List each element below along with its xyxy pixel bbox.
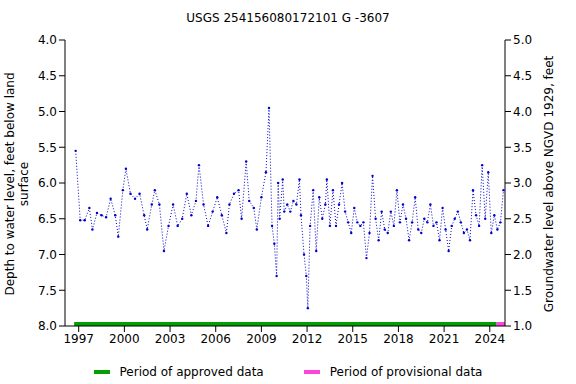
svg-text:2.5: 2.5 [513, 212, 532, 226]
svg-text:3.0: 3.0 [513, 176, 532, 190]
svg-text:2021: 2021 [429, 332, 460, 346]
svg-text:5.0: 5.0 [513, 33, 532, 47]
svg-text:8.0: 8.0 [38, 319, 57, 333]
svg-text:2009: 2009 [246, 332, 277, 346]
svg-text:2024: 2024 [475, 332, 506, 346]
svg-text:4.0: 4.0 [513, 105, 532, 119]
html-text:Period of provisional data: Period of provisional data [329, 365, 483, 379]
svg-text:2015: 2015 [337, 332, 368, 346]
svg-text:1.5: 1.5 [513, 284, 532, 298]
html-text:Depth to water level, feet bel: Depth to water level, feet below land su… [3, 72, 31, 296]
svg-text:2018: 2018 [383, 332, 414, 346]
svg-text:2.0: 2.0 [513, 248, 532, 262]
svg-text:1.0: 1.0 [513, 319, 532, 333]
svg-text:3.5: 3.5 [513, 141, 532, 155]
html-text:Groundwater level above NGVD 1: Groundwater level above NGVD 1929, feet [542, 55, 556, 313]
svg-text:4.5: 4.5 [38, 69, 57, 83]
svg-text:4.0: 4.0 [38, 33, 57, 47]
svg-text:1997: 1997 [63, 332, 94, 346]
svg-text:5.0: 5.0 [38, 105, 57, 119]
svg-text:2003: 2003 [155, 332, 186, 346]
svg-text:5.5: 5.5 [38, 141, 57, 155]
svg-text:4.5: 4.5 [513, 69, 532, 83]
svg-text:7.0: 7.0 [38, 248, 57, 262]
html-text:Period of approved data: Period of approved data [119, 365, 264, 379]
svg-text:2012: 2012 [292, 332, 323, 346]
svg-text:7.5: 7.5 [38, 284, 57, 298]
svg-text:6.0: 6.0 [38, 176, 57, 190]
html-text:USGS 254156080172101 G -3607: USGS 254156080172101 G -3607 [186, 11, 390, 25]
svg-text:2006: 2006 [200, 332, 231, 346]
svg-text:2000: 2000 [109, 332, 140, 346]
svg-text:6.5: 6.5 [38, 212, 57, 226]
